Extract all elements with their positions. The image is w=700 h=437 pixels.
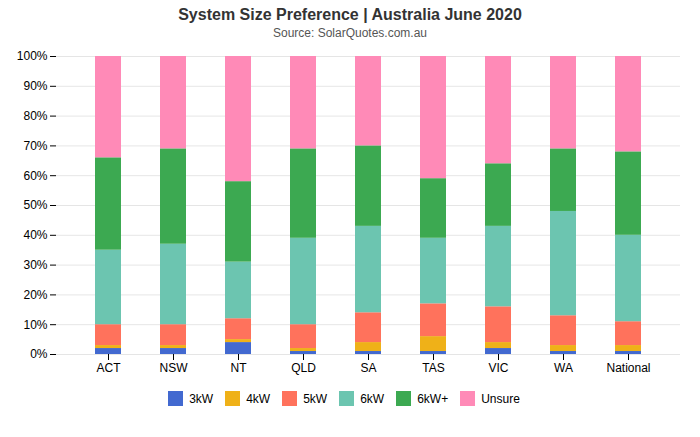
svg-text:50%: 50% — [23, 198, 47, 212]
svg-text:30%: 30% — [23, 258, 47, 272]
svg-text:WA: WA — [554, 361, 573, 375]
svg-text:20%: 20% — [23, 288, 47, 302]
svg-text:NT: NT — [231, 361, 248, 375]
html-text:5kW: 5kW — [303, 391, 328, 406]
html-text:4kW: 4kW — [246, 391, 271, 406]
html-text:System Size Preference | Austr: System Size Preference | Australia June … — [178, 6, 522, 23]
svg-text:100%: 100% — [17, 49, 48, 63]
svg-text:NSW: NSW — [160, 361, 189, 375]
svg-text:SA: SA — [360, 361, 376, 375]
html-text:Unsure: Unsure — [481, 391, 520, 406]
svg-text:National: National — [606, 361, 650, 375]
svg-text:60%: 60% — [23, 169, 47, 183]
svg-text:70%: 70% — [23, 139, 47, 153]
svg-text:ACT: ACT — [97, 361, 122, 375]
svg-text:10%: 10% — [23, 318, 47, 332]
svg-text:90%: 90% — [23, 79, 47, 93]
html-text:Source: SolarQuotes.com.au: Source: SolarQuotes.com.au — [273, 26, 427, 40]
html-text:6kW: 6kW — [360, 391, 385, 406]
html-text:3kW: 3kW — [189, 391, 214, 406]
svg-text:QLD: QLD — [291, 361, 316, 375]
svg-text:0%: 0% — [30, 347, 48, 361]
svg-text:40%: 40% — [23, 228, 47, 242]
svg-text:80%: 80% — [23, 109, 47, 123]
svg-text:VIC: VIC — [488, 361, 508, 375]
svg-text:TAS: TAS — [422, 361, 444, 375]
html-text:6kW+: 6kW+ — [417, 391, 449, 406]
